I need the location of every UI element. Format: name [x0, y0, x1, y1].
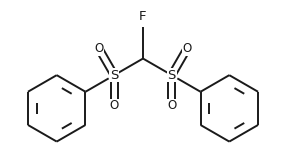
- Text: O: O: [167, 99, 176, 112]
- Text: S: S: [110, 69, 118, 82]
- Text: O: O: [182, 42, 192, 55]
- Text: F: F: [139, 10, 147, 23]
- Text: O: O: [94, 42, 104, 55]
- Text: O: O: [110, 99, 119, 112]
- Text: S: S: [168, 69, 176, 82]
